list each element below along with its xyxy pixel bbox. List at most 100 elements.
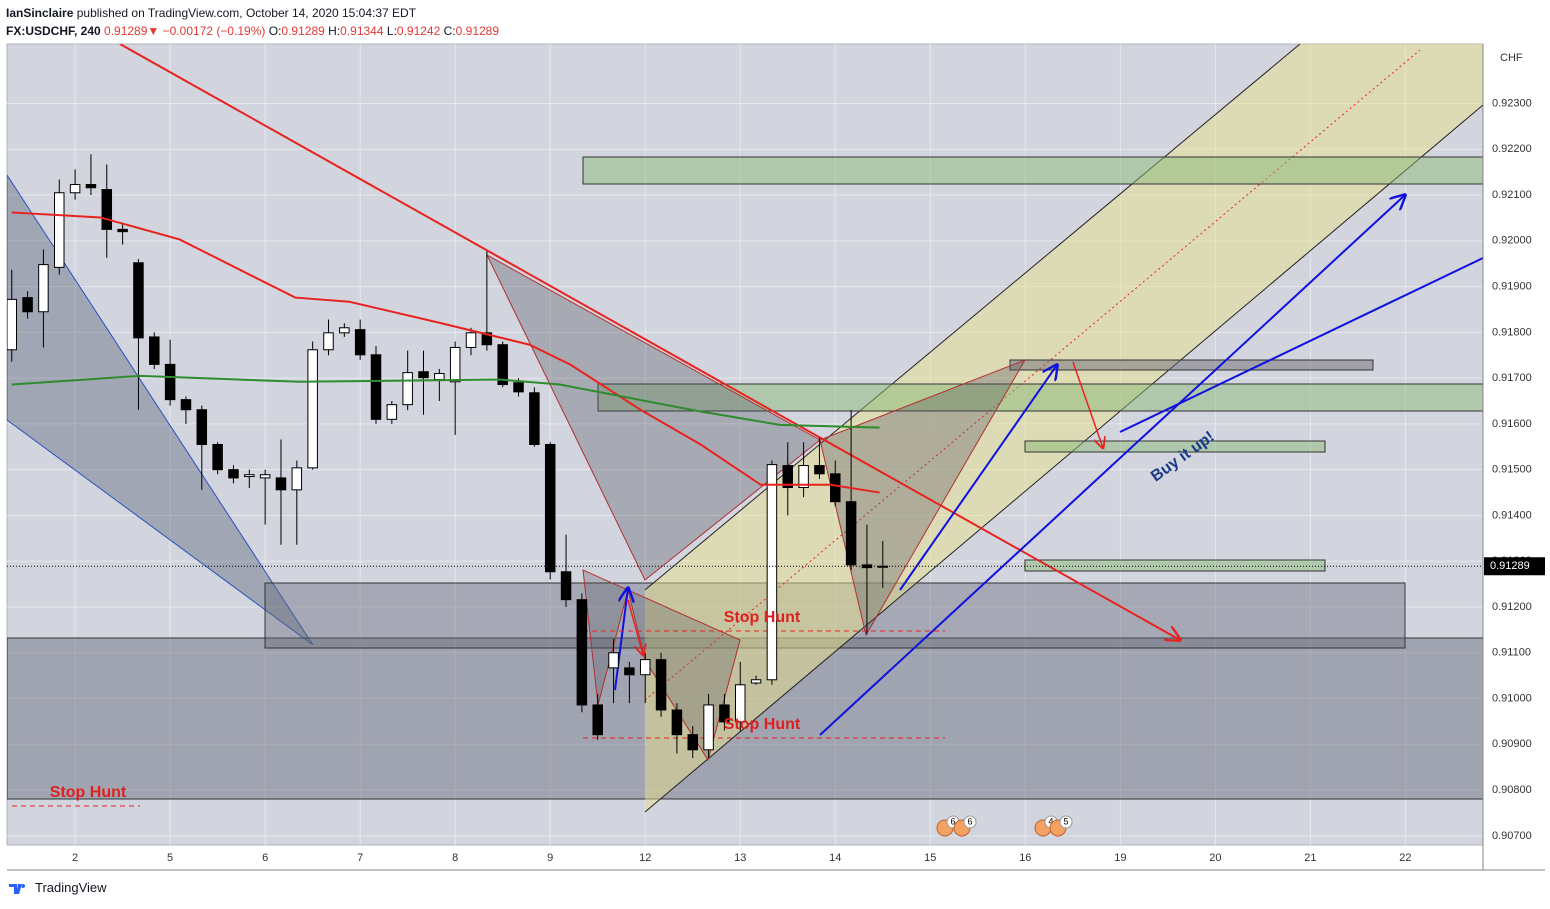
- candle-body: [576, 599, 588, 706]
- zone: [1024, 440, 1326, 453]
- x-tick-label: 16: [1019, 852, 1031, 864]
- last-price: 0.91289: [104, 24, 148, 38]
- channel-fill: [645, 44, 1483, 812]
- harmonic-pattern: [485, 253, 1027, 637]
- x-tick-label: 21: [1304, 852, 1316, 864]
- x-tick-label: 22: [1399, 852, 1411, 864]
- x-tick-label: 8: [452, 852, 458, 864]
- candle-body: [750, 679, 762, 684]
- candle-body: [244, 474, 255, 478]
- candle-body: [497, 344, 508, 386]
- candle-body: [149, 336, 160, 365]
- x-tick-label: 6: [262, 852, 268, 864]
- footer: TradingView: [8, 880, 107, 895]
- candle-body: [386, 404, 398, 420]
- candle-body: [101, 189, 113, 230]
- event-count: 6: [967, 816, 972, 826]
- candle-body: [212, 444, 223, 471]
- candle-body: [291, 467, 303, 491]
- candle-body: [830, 473, 841, 503]
- symbol[interactable]: FX:USDCHF, 240: [6, 24, 101, 38]
- ohlc-value: 0.91242: [396, 24, 441, 38]
- x-tick-label: 14: [829, 852, 841, 864]
- ohlc-value: 0.91289: [281, 24, 325, 38]
- candle-body: [608, 652, 619, 669]
- brand[interactable]: TradingView: [35, 880, 107, 895]
- candle-body: [54, 192, 65, 268]
- candle-body: [434, 373, 445, 381]
- arrow: [627, 599, 643, 655]
- channel-line: [644, 44, 1301, 591]
- y-tick-label: 0.91900: [1492, 280, 1532, 292]
- x-tick-label: 15: [924, 852, 936, 864]
- publish-info: published on TradingView.com, October 14…: [76, 6, 417, 20]
- y-tick-label: 0.92000: [1492, 235, 1532, 247]
- event-count: 4: [1048, 816, 1053, 826]
- ohlc-label: O:: [268, 24, 282, 38]
- x-tick-label: 9: [547, 852, 553, 864]
- candle-body: [22, 297, 33, 313]
- candle-body: [560, 571, 572, 601]
- candle-body: [196, 409, 208, 445]
- price-axis: [1483, 44, 1545, 870]
- channel-line: [644, 104, 1483, 813]
- candle-body: [782, 465, 794, 489]
- candle-body: [624, 667, 635, 676]
- candle-body: [180, 399, 192, 411]
- y-tick-label: 0.91100: [1492, 647, 1531, 659]
- ohlc-value: 0.91344: [340, 24, 384, 38]
- candle-body: [481, 332, 493, 346]
- y-tick-label: 0.90800: [1492, 784, 1532, 796]
- trend-line: [119, 44, 1180, 640]
- candle-body: [418, 371, 429, 379]
- candle-body: [513, 382, 524, 393]
- pattern-triangle: [7, 174, 314, 646]
- candle-body: [354, 329, 366, 356]
- change: −0.00172 (−0.19%): [162, 24, 266, 38]
- candle-body: [671, 709, 683, 736]
- candle-body: [592, 704, 603, 736]
- moving-average: [11, 374, 880, 429]
- moving-average: [11, 211, 880, 494]
- candle-body: [370, 354, 382, 420]
- author[interactable]: IanSinclaire: [6, 6, 74, 20]
- candle-body: [719, 704, 730, 723]
- event-count: 5: [1063, 816, 1068, 826]
- y-tick-label: 0.91400: [1492, 509, 1532, 521]
- chart: Stop Hunt Stop Hunt Stop Hunt Buy it up!…: [6, 43, 1545, 871]
- y-tick-label: 0.92100: [1492, 189, 1532, 201]
- candle-body: [655, 659, 667, 711]
- y-tick-label: 0.92200: [1492, 143, 1532, 155]
- annotation: Stop Hunt: [50, 784, 127, 801]
- candle-body: [861, 564, 873, 569]
- candle-body: [766, 464, 778, 681]
- candle-body: [69, 184, 81, 194]
- arrow: [614, 588, 628, 691]
- zone: [582, 156, 1483, 185]
- candle-body: [703, 704, 714, 751]
- candle-body: [323, 332, 334, 351]
- axes: 0.90700 0.90800 0.90900 0.91000 0.91100 0.912…: [72, 97, 1545, 864]
- y-tick-label: 0.91000: [1492, 692, 1532, 704]
- ohlc-value: 0.91289: [455, 24, 500, 38]
- event-badge: [1059, 815, 1073, 829]
- arrow: [819, 195, 1405, 736]
- y-tick-label: 0.92300: [1492, 97, 1532, 109]
- annotation: Stop Hunt: [724, 609, 801, 626]
- candle-body: [734, 684, 746, 723]
- candle-body: [798, 465, 809, 489]
- marks: [7, 154, 1483, 759]
- y-tick-label: 0.91800: [1492, 326, 1532, 338]
- candle-body: [449, 346, 461, 383]
- candle-body: [877, 565, 889, 568]
- x-tick-label: 12: [639, 852, 651, 864]
- x-tick-label: 20: [1209, 852, 1221, 864]
- y-tick-label: 0.90700: [1492, 830, 1532, 842]
- candle-body: [275, 477, 287, 491]
- event-badge: [963, 815, 977, 829]
- candle-body: [544, 444, 556, 573]
- candle-body: [402, 372, 413, 406]
- candle-body: [529, 392, 540, 446]
- down-arrow: ▼: [147, 24, 160, 38]
